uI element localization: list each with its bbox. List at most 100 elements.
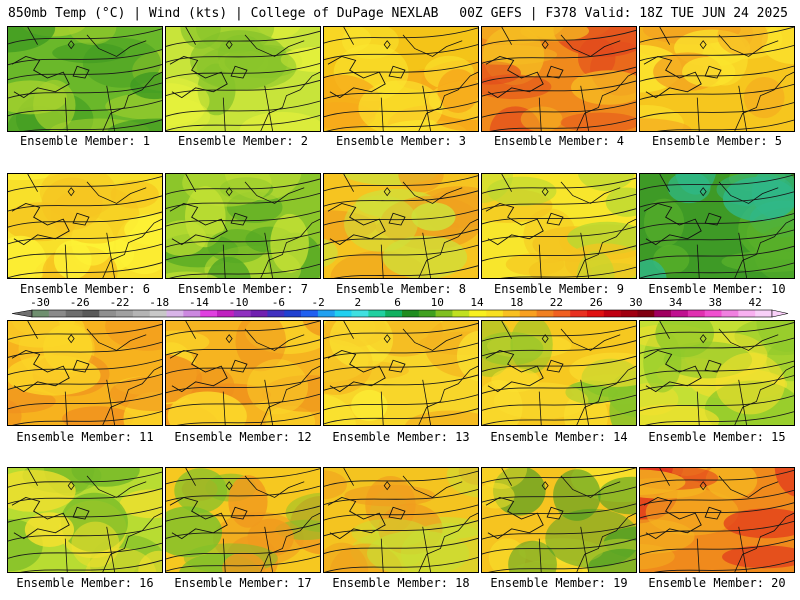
wind-streamline	[640, 27, 794, 43]
colorbar-segment	[183, 310, 201, 317]
colorbar-segment	[603, 310, 621, 317]
colorbar-segment	[65, 310, 83, 317]
wind-streamline	[8, 211, 162, 228]
station-marker-icon	[699, 187, 707, 197]
wind-streamline	[640, 360, 794, 377]
wind-streamline	[324, 394, 478, 411]
temperature-shading	[605, 187, 636, 217]
wind-streamline	[166, 468, 320, 485]
wind-streamline	[324, 244, 478, 261]
station-marker-icon	[699, 334, 707, 344]
temperature-shading	[324, 542, 369, 572]
wind-streamline	[8, 471, 162, 488]
great-lakes-outline	[485, 496, 564, 540]
wind-streamline	[482, 468, 636, 484]
wind-streamline	[8, 358, 162, 376]
station-marker-icon	[541, 187, 549, 197]
station-marker-icon	[225, 481, 233, 491]
wind-streamline	[490, 117, 636, 131]
wind-streamline	[640, 337, 794, 354]
colorbar-tick-label: 10	[431, 296, 444, 309]
ensemble-member-label: Ensemble Member: 7	[177, 282, 309, 296]
temperature-shading	[640, 259, 667, 278]
temperature-shading	[196, 44, 297, 91]
great-lakes-outline	[169, 55, 248, 99]
temperature-shading	[324, 394, 356, 425]
temperature-shading	[270, 213, 309, 273]
ensemble-member-map-11	[7, 320, 163, 426]
ensemble-member-label: Ensemble Member: 4	[493, 134, 625, 148]
ensemble-member-label: Ensemble Member: 18	[332, 576, 470, 590]
great-lakes-outline	[643, 55, 722, 99]
temperature-shading	[24, 512, 75, 547]
temperature-shading	[235, 321, 287, 372]
temperature-shading	[510, 321, 553, 374]
wind-streamline	[482, 486, 636, 503]
colorbar-segment	[317, 310, 336, 317]
colorbar-segment	[755, 310, 773, 317]
temperature-shading	[382, 235, 468, 278]
colorbar-tick-label: 22	[550, 296, 563, 309]
colorbar-segment	[233, 310, 251, 317]
temperature-shading	[207, 229, 268, 264]
station-marker-icon	[383, 334, 391, 344]
colorbar-tick-label: -6	[272, 296, 285, 309]
wind-streamline	[166, 79, 320, 97]
great-lakes-outline	[327, 496, 406, 540]
ensemble-member-map-1	[7, 26, 163, 132]
coastline-border	[27, 174, 162, 278]
ensemble-member-map-8	[323, 173, 479, 279]
wind-streamline	[482, 325, 636, 342]
station-marker-icon	[541, 40, 549, 50]
wind-streamline	[166, 210, 320, 227]
ensemble-member-label: Ensemble Member: 9	[493, 282, 625, 296]
temperature-shading	[239, 111, 320, 131]
station-marker-icon	[225, 334, 233, 344]
temperature-shading	[487, 176, 557, 206]
wind-streamline	[8, 393, 162, 410]
great-lakes-outline	[485, 202, 564, 246]
temperature-shading	[53, 240, 92, 278]
colorbar-segment	[536, 310, 554, 317]
ensemble-member-map-5	[639, 26, 795, 132]
wind-streamline	[640, 538, 794, 556]
wind-streamline	[644, 411, 794, 425]
ensemble-member-label: Ensemble Member: 14	[490, 430, 628, 444]
wind-streamline	[166, 321, 320, 337]
temperature-shading	[341, 27, 399, 59]
temperature-shading	[8, 235, 47, 278]
ensemble-member-label: Ensemble Member: 8	[335, 282, 467, 296]
coastline-border	[501, 174, 636, 278]
wind-streamline	[8, 63, 162, 81]
colorbar-segment	[418, 310, 436, 317]
colorbar-tick-label: -26	[70, 296, 90, 309]
temperature-shading	[8, 174, 59, 181]
wind-streamline	[324, 408, 478, 425]
coastline-border	[343, 321, 478, 425]
ensemble-member-map-2	[165, 26, 321, 132]
wind-streamline	[640, 44, 794, 62]
wind-streamline	[482, 47, 636, 64]
coastline-border	[343, 174, 478, 278]
wind-streamline	[326, 116, 478, 131]
wind-streamline	[166, 114, 320, 131]
colorbar-tick-label: 2	[354, 296, 361, 309]
coastline-border	[501, 468, 636, 572]
wind-streamline	[324, 175, 478, 192]
temperature-shading	[324, 238, 338, 267]
colorbar-segment	[132, 310, 151, 317]
ensemble-member-label: Ensemble Member: 19	[490, 576, 628, 590]
temperature-shading	[482, 74, 552, 100]
temperature-shading	[124, 213, 162, 246]
chart-title: 850mb Temp (°C) | Wind (kts) | College o…	[8, 6, 439, 21]
station-marker-icon	[225, 187, 233, 197]
wind-streamline	[12, 410, 162, 425]
colorbar-segment	[620, 310, 638, 317]
colorbar-segment	[553, 310, 571, 317]
great-lakes-outline	[485, 349, 564, 393]
ensemble-member-map-17	[165, 467, 321, 573]
wind-streamline	[482, 80, 636, 97]
temperature-shading	[488, 538, 526, 572]
colorbar-tick-label: -30	[30, 296, 50, 309]
ensemble-member-label: Ensemble Member: 11	[16, 430, 154, 444]
